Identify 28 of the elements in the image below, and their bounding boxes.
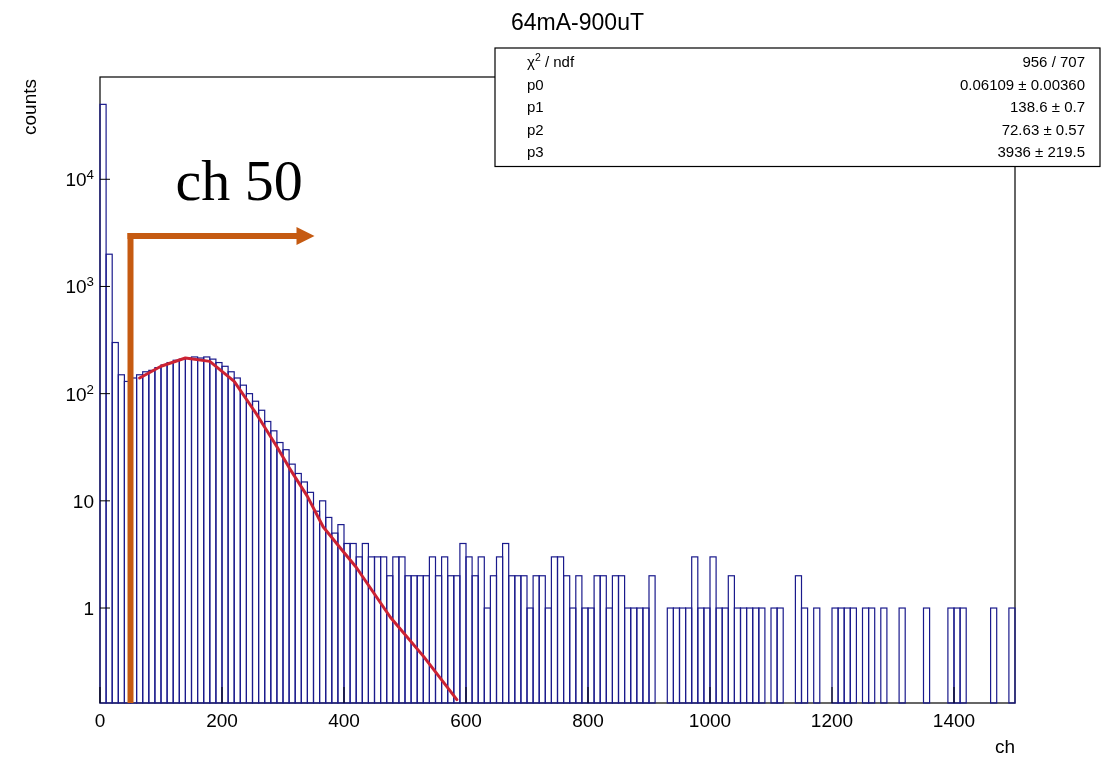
x-tick-label: 200	[206, 710, 238, 731]
x-tick-label: 1400	[932, 710, 976, 731]
x-tick-label: 600	[450, 710, 482, 731]
text: χ$^{2}$ / ndf	[527, 51, 575, 70]
annotation: p3	[527, 143, 544, 160]
x-tick-label: 1200	[810, 710, 854, 731]
annotation: 72.63 ± 0.57	[1001, 120, 1085, 138]
annotation: 138.6 ± 0.7	[1010, 98, 1085, 115]
y-tick-label: 10$^{4}$	[65, 166, 94, 191]
annotation: p2	[527, 120, 544, 138]
line-series	[138, 356, 459, 702]
x-tick-label: 0	[94, 710, 106, 731]
x-tick-label: 1000	[688, 710, 732, 731]
ref-line-label: ch 50	[175, 148, 303, 213]
y-tick-label: 10$^{2}$	[65, 381, 94, 405]
y-tick-label: 10	[72, 490, 94, 512]
y-axis-title: counts	[19, 79, 40, 135]
x-tick-label: 400	[328, 710, 360, 731]
annotation: 0.06109 ± 0.00360	[959, 75, 1085, 93]
annotation: p0	[527, 75, 544, 93]
y-tick-label: 1	[83, 598, 94, 620]
x-tick-label: 800	[572, 710, 604, 731]
y-tick-label: 10$^{3}$	[65, 273, 94, 298]
annotation: 3936 ± 219.5	[997, 143, 1085, 160]
annotation: p1	[527, 98, 544, 115]
chart-title: 64mA-900uT	[511, 9, 644, 35]
x-axis-title: ch	[994, 736, 1015, 757]
text: 956 / 707	[1022, 53, 1085, 70]
